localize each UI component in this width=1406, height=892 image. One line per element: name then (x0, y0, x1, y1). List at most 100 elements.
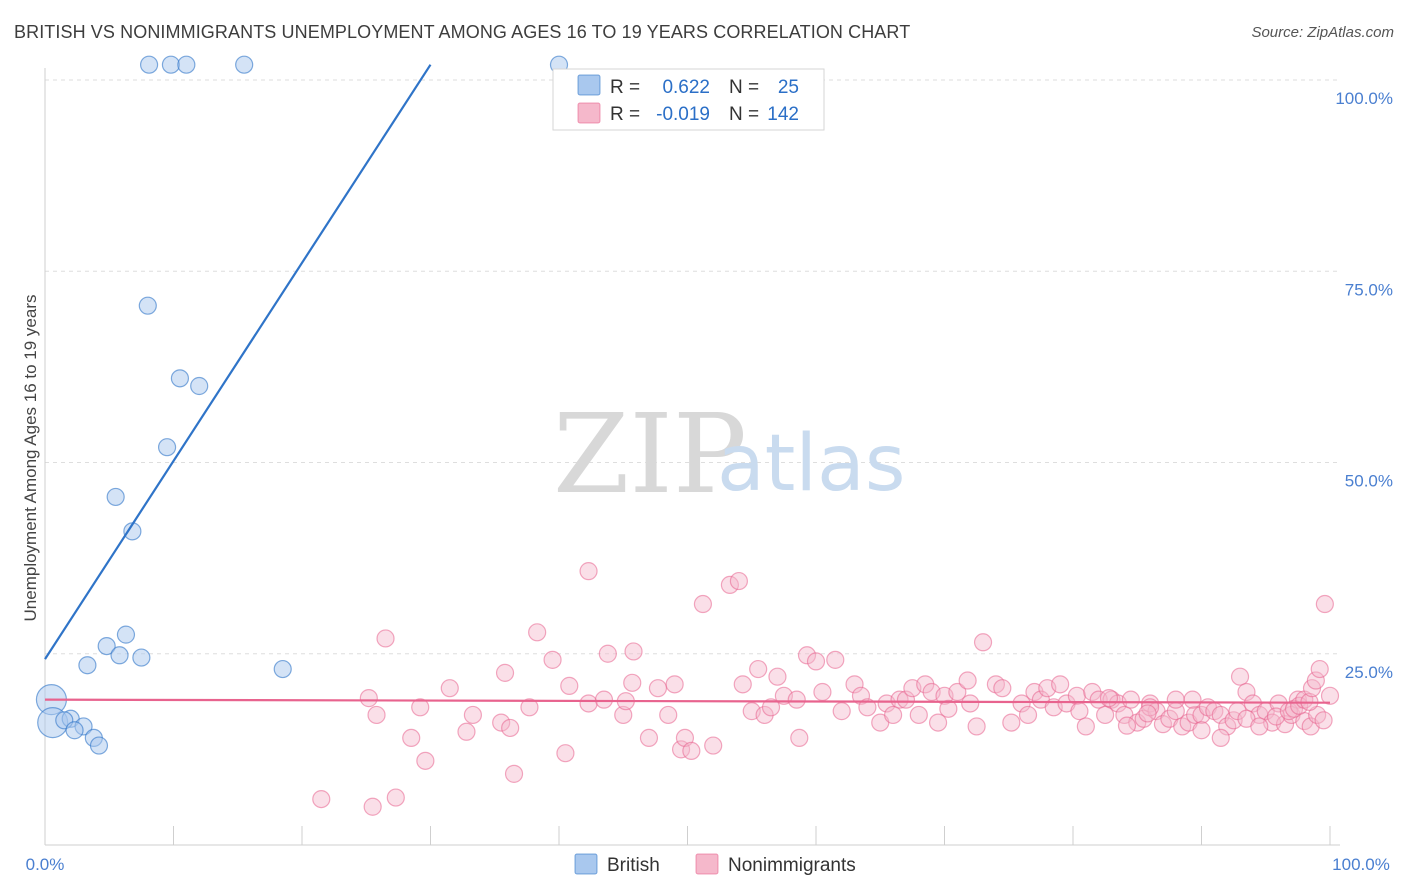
nonimmigrants-point (416, 751, 435, 770)
nonimmigrants-point (1117, 716, 1137, 735)
british-point (157, 438, 177, 457)
nonimmigrants-point (1067, 686, 1086, 705)
nonimmigrants-point (598, 644, 617, 663)
british-point (170, 369, 190, 388)
nonimmigrants-point (858, 698, 877, 717)
nonimmigrants-point (440, 679, 459, 698)
nonimmigrants-point (761, 698, 781, 717)
nonimmigrants-point (832, 702, 851, 721)
nonimmigrants-point (614, 705, 633, 725)
nonimmigrants-point (883, 705, 903, 725)
nonimmigrants-point (1310, 659, 1329, 679)
british-point (273, 659, 292, 679)
nonimmigrants-point (579, 562, 598, 581)
british-points (35, 55, 569, 755)
nonimmigrants-point (528, 623, 547, 642)
source-label: Source: ZipAtlas.com (1251, 24, 1394, 41)
british-point (89, 736, 109, 755)
nonimmigrants-point (665, 675, 684, 694)
y-tick-label-3: 100.0% (1335, 89, 1393, 108)
nonimmigrants-point (826, 650, 845, 669)
nonimmigrants-point (579, 694, 598, 713)
legend-n-label-nonimmigrants: N = (729, 104, 759, 125)
legend-r-label-nonimmigrants: R = (610, 104, 640, 125)
nonimmigrants-point (1012, 694, 1031, 713)
nonimmigrants-point (556, 744, 575, 763)
nonimmigrants-point (639, 728, 659, 748)
y-tick-label-2: 75.0% (1345, 280, 1393, 299)
chart-title: BRITISH VS NONIMMIGRANTS UNEMPLOYMENT AM… (14, 22, 911, 42)
legend-swatch-nonimmigrants (577, 102, 601, 124)
nonimmigrants-point (1284, 699, 1304, 718)
nonimmigrants-point (1051, 675, 1070, 694)
nonimmigrants-point (1320, 686, 1340, 705)
nonimmigrants-point (1230, 667, 1250, 686)
y-tick-label-0: 25.0% (1345, 663, 1393, 682)
british-point (97, 636, 116, 656)
nonimmigrants-trend-line (44, 698, 1331, 704)
nonimmigrants-point (363, 797, 382, 816)
legend-r-label-british: R = (610, 77, 640, 98)
nonimmigrants-point (787, 690, 806, 709)
nonimmigrants-point (720, 575, 740, 595)
nonimmigrants-point (768, 667, 787, 686)
british-point (138, 296, 157, 315)
nonimmigrants-point (543, 650, 562, 669)
british-point (177, 55, 196, 74)
nonimmigrants-point (1018, 705, 1038, 725)
nonimmigrants-point (729, 571, 749, 591)
nonimmigrants-point (845, 675, 864, 694)
y-axis-label: Unemployment Among Ages 16 to 19 years (21, 295, 40, 622)
british-point (161, 55, 181, 74)
nonimmigrants-point (594, 690, 614, 709)
nonimmigrants-point (806, 652, 826, 671)
nonimmigrants-point (790, 728, 809, 748)
british-point (106, 487, 125, 507)
legend-n-label-british: N = (729, 77, 759, 98)
nonimmigrants-point (797, 646, 817, 665)
nonimmigrants-point (1099, 689, 1119, 708)
nonimmigrants-point (560, 676, 579, 695)
nonimmigrants-point (851, 686, 871, 705)
nonimmigrants-point (1002, 713, 1021, 732)
nonimmigrants-point (1166, 690, 1185, 709)
nonimmigrants-point (1076, 717, 1095, 736)
nonimmigrants-point (973, 633, 993, 652)
nonimmigrants-point (1070, 702, 1089, 721)
nonimmigrants-point (367, 705, 386, 725)
nonimmigrants-point (939, 699, 958, 718)
nonimmigrants-point (504, 764, 524, 783)
nonimmigrants-point (411, 698, 430, 717)
nonimmigrants-point (704, 736, 723, 755)
nonimmigrants-point (402, 728, 421, 748)
nonimmigrants-point (1237, 682, 1256, 702)
british-trend-line (44, 64, 432, 660)
stats-legend: R = 0.622 N = 25 R = -0.019 N = 142 (552, 68, 825, 131)
nonimmigrants-point (1121, 690, 1140, 709)
nonimmigrants-point (312, 789, 331, 809)
series-legend: British Nonimmigrants (574, 853, 856, 876)
nonimmigrants-point (1192, 721, 1211, 740)
nonimmigrants-point (896, 690, 916, 709)
nonimmigrants-point (492, 713, 511, 732)
nonimmigrants-point (693, 594, 713, 614)
nonimmigrants-point (967, 717, 986, 736)
trend-lines (44, 64, 1331, 704)
nonimmigrants-point (623, 673, 642, 692)
bottom-legend-swatch-nonimmigrants (695, 853, 719, 875)
british-point (235, 55, 254, 74)
nonimmigrants-point (495, 663, 515, 682)
nonimmigrants-point (386, 788, 405, 807)
nonimmigrants-point (1250, 717, 1269, 736)
nonimmigrants-point (463, 705, 483, 725)
legend-n-value-nonimmigrants: 142 (767, 104, 799, 125)
x-tick-label-0: 0.0% (26, 855, 65, 874)
british-point (110, 646, 129, 665)
nonimmigrants-point (1211, 728, 1230, 748)
nonimmigrants-point (928, 713, 948, 732)
nonimmigrants-point (1138, 704, 1157, 723)
nonimmigrants-point (520, 698, 539, 717)
nonimmigrants-point (648, 679, 668, 698)
british-point (65, 721, 84, 740)
